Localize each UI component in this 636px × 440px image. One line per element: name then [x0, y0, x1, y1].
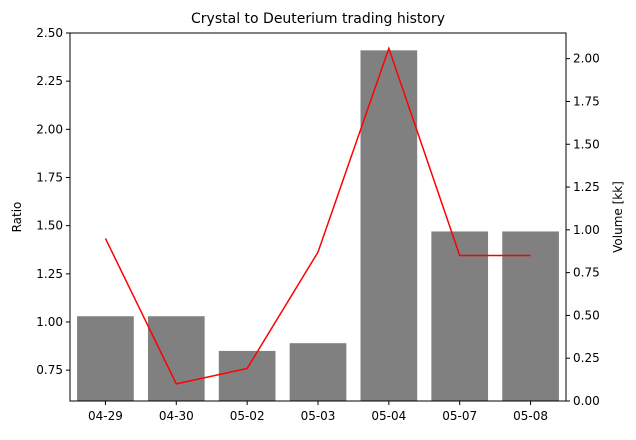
right-tick-label: 0.50 [573, 308, 600, 322]
left-tick-label: 1.50 [36, 219, 63, 233]
bar-05-08 [502, 231, 559, 401]
x-tick-label: 05-04 [371, 409, 406, 423]
right-tick-label: 1.00 [573, 223, 600, 237]
bar-04-30 [147, 316, 205, 401]
left-axis: 0.75 1.00 1.25 1.50 1.75 2.00 2.25 2.50 [36, 26, 70, 377]
bar-05-02 [218, 350, 276, 401]
right-axis-label: Volume [kk] [611, 181, 625, 253]
left-tick-label: 1.25 [36, 267, 63, 281]
left-axis-label: Ratio [10, 202, 24, 233]
ratio-line-series [104, 46, 531, 385]
left-tick-label: 2.25 [36, 74, 63, 88]
bar-series [77, 50, 559, 402]
left-tick-label: 1.00 [36, 315, 63, 329]
left-tick-label: 0.75 [36, 363, 63, 377]
right-tick-label: 1.25 [573, 180, 600, 194]
right-axis: 0.00 0.25 0.50 0.75 1.00 1.25 1.50 1.75 2.00 [566, 52, 600, 408]
right-tick-label: 0.75 [573, 266, 600, 280]
x-tick-label: 05-08 [513, 409, 548, 423]
x-tick-label: 04-29 [88, 409, 123, 423]
left-tick-label: 2.50 [36, 26, 63, 40]
x-tick-label: 04-30 [159, 409, 194, 423]
x-tick-label: 05-07 [442, 409, 477, 423]
left-tick-label: 2.00 [36, 122, 63, 136]
right-tick-label: 1.50 [573, 137, 600, 151]
right-tick-label: 0.25 [573, 351, 600, 365]
bar-05-03 [289, 343, 347, 401]
ratio-line [104, 46, 531, 385]
x-tick-label: 05-02 [230, 409, 265, 423]
right-tick-label: 0.00 [573, 394, 600, 408]
x-axis: 04-29 04-30 05-02 05-03 05-04 05-07 05-08 [88, 401, 548, 423]
bar-05-04 [360, 50, 418, 402]
x-tick-label: 05-03 [301, 409, 336, 423]
chart-title: Crystal to Deuterium trading history [191, 11, 445, 27]
bar-05-07 [431, 231, 489, 401]
left-tick-label: 1.75 [36, 171, 63, 185]
right-tick-label: 2.00 [573, 52, 600, 66]
bar-04-29 [77, 316, 134, 401]
right-tick-label: 1.75 [573, 94, 600, 108]
